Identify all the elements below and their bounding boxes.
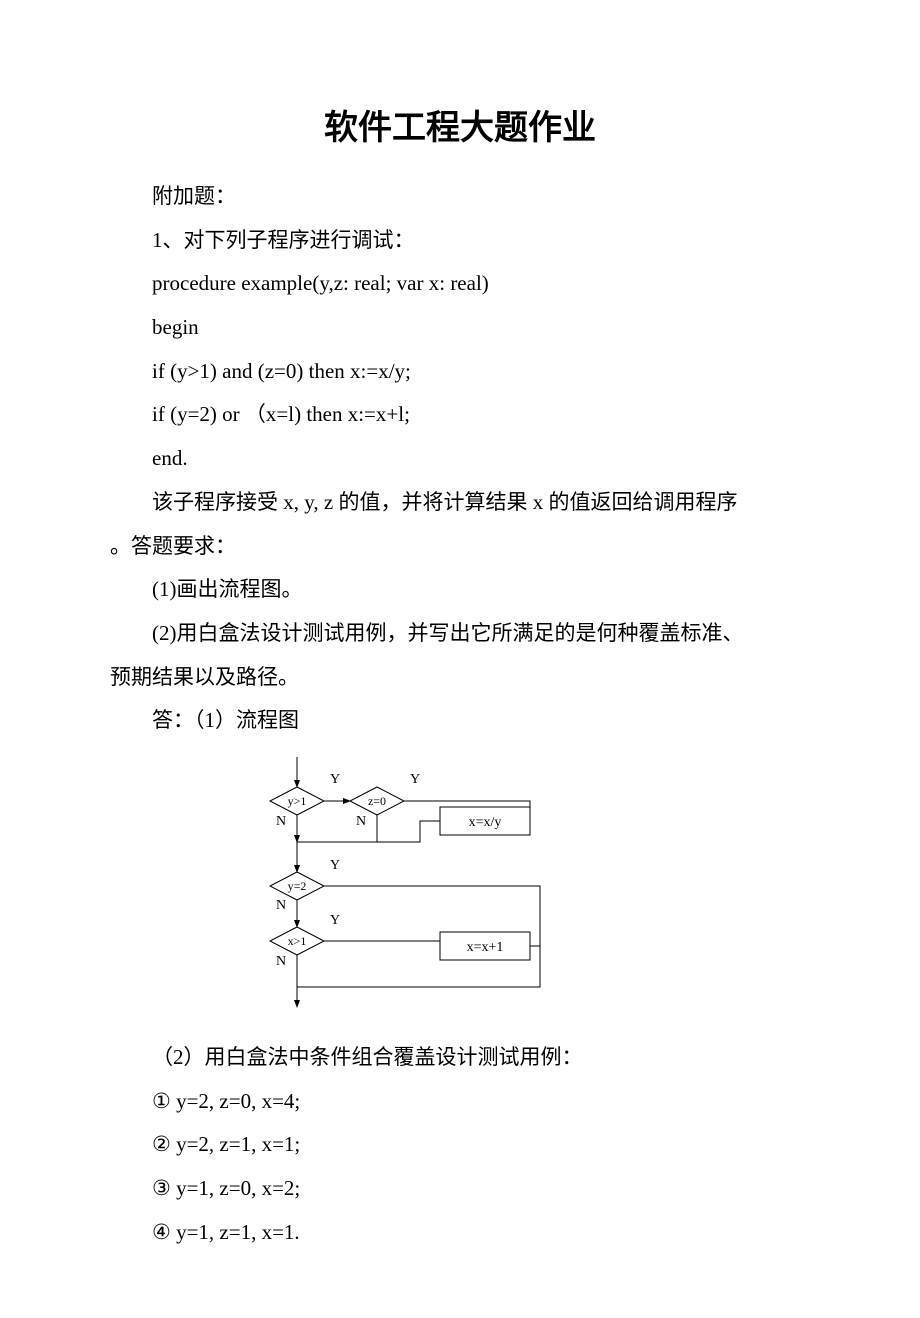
heading-extra: 附加题： xyxy=(110,179,810,215)
svg-text:x=x+1: x=x+1 xyxy=(467,940,504,955)
case-2: ② y=2, z=1, x=1; xyxy=(110,1127,810,1163)
flowchart-svg: Y Y N N Y N Y Ny>1 z=0 x=x/y y=2 x>1 x=x+1 xyxy=(230,757,550,1017)
answer-2-heading: （2）用白盒法中条件组合覆盖设计测试用例： xyxy=(110,1040,810,1076)
svg-text:Y: Y xyxy=(330,772,340,787)
svg-text:N: N xyxy=(356,814,366,829)
svg-text:N: N xyxy=(276,954,286,969)
q1-heading: 1、对下列子程序进行调试： xyxy=(110,223,810,259)
svg-text:y=2: y=2 xyxy=(288,879,307,893)
code-line-3: if (y>1) and (z=0) then x:=x/y; xyxy=(110,354,810,390)
answer-1-heading: 答：（1）流程图 xyxy=(110,703,810,739)
svg-text:Y: Y xyxy=(330,913,340,928)
svg-text:y>1: y>1 xyxy=(288,794,307,808)
code-line-5: end. xyxy=(110,441,810,477)
desc-line-1: 该子程序接受 x, y, z 的值，并将计算结果 x 的值返回给调用程序 xyxy=(110,485,810,521)
document-page: 软件工程大题作业 附加题： 1、对下列子程序进行调试： procedure ex… xyxy=(0,0,920,1318)
req-2a: (2)用白盒法设计测试用例，并写出它所满足的是何种覆盖标准、 xyxy=(110,616,810,652)
case-4: ④ y=1, z=1, x=1. xyxy=(110,1215,810,1251)
page-title: 软件工程大题作业 xyxy=(110,100,810,149)
svg-text:x>1: x>1 xyxy=(288,934,307,948)
svg-text:Y: Y xyxy=(410,772,420,787)
code-line-1: procedure example(y,z: real; var x: real… xyxy=(110,266,810,302)
case-3: ③ y=1, z=0, x=2; xyxy=(110,1171,810,1207)
svg-text:Y: Y xyxy=(330,858,340,873)
case-1: ① y=2, z=0, x=4; xyxy=(110,1084,810,1120)
code-line-2: begin xyxy=(110,310,810,346)
svg-text:x=x/y: x=x/y xyxy=(469,815,502,830)
svg-text:N: N xyxy=(276,814,286,829)
code-line-4: if (y=2) or （x=l) then x:=x+l; xyxy=(110,397,810,433)
svg-text:z=0: z=0 xyxy=(368,794,386,808)
desc-line-2: 。答题要求： xyxy=(110,529,810,565)
svg-text:N: N xyxy=(276,898,286,913)
req-2b: 预期结果以及路径。 xyxy=(110,660,810,696)
req-1: (1)画出流程图。 xyxy=(110,572,810,608)
